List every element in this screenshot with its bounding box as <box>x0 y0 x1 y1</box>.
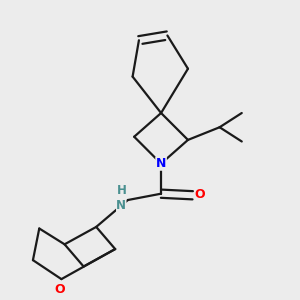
Text: N: N <box>156 157 166 170</box>
Text: H
N: H N <box>116 184 126 212</box>
Text: O: O <box>55 283 65 296</box>
Text: O: O <box>194 188 205 200</box>
